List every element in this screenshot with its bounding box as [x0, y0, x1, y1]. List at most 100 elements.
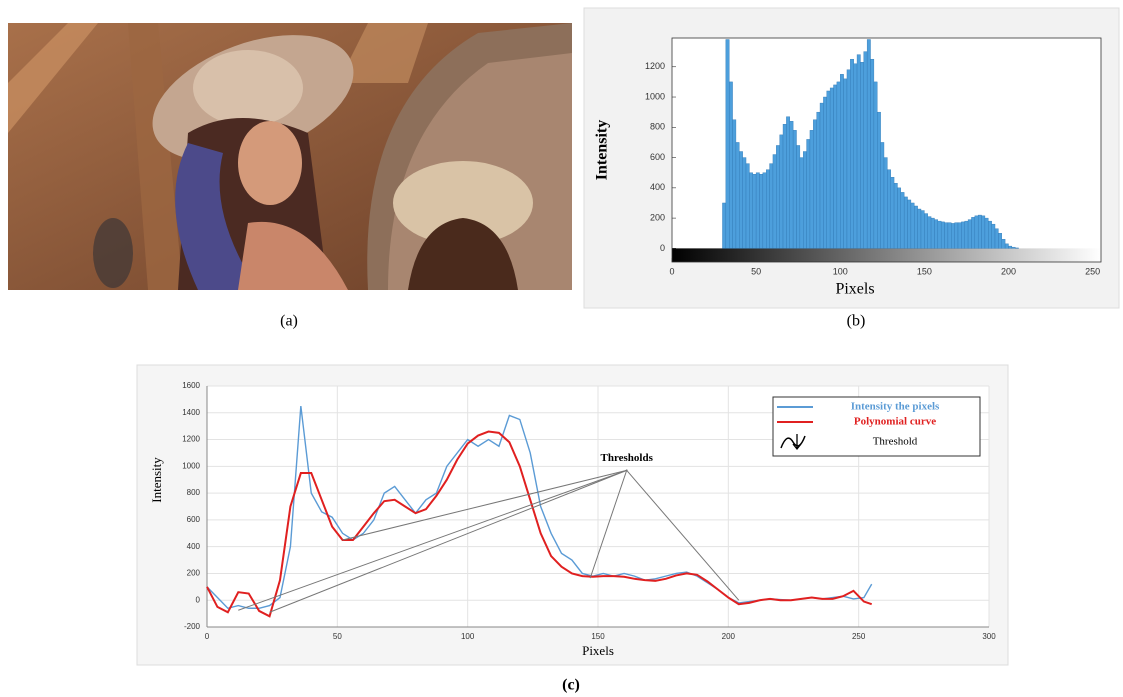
bar: [810, 130, 813, 248]
figure: (a) (b) (c) 0200400600800100012000501001…: [0, 0, 1123, 697]
bar: [948, 223, 951, 249]
x-tick-label: 150: [591, 632, 605, 641]
bar: [881, 142, 884, 248]
legend-label: Intensity the pixels: [851, 401, 940, 413]
bar: [891, 177, 894, 248]
y-tick-label: 1000: [182, 461, 200, 470]
x-tick-label: 100: [461, 632, 475, 641]
bar: [759, 174, 762, 248]
bar: [753, 174, 756, 248]
bar: [834, 85, 837, 248]
bar: [918, 209, 921, 248]
bar: [854, 64, 857, 249]
bar: [877, 112, 880, 248]
bar: [733, 120, 736, 249]
caption: (a): [280, 313, 298, 330]
bar: [887, 170, 890, 249]
y-tick-label: 800: [650, 122, 665, 132]
bar: [884, 158, 887, 249]
bar: [800, 158, 803, 249]
bar: [998, 233, 1001, 248]
bar: [961, 222, 964, 248]
bar: [894, 183, 897, 248]
bar: [904, 197, 907, 248]
bar: [955, 223, 958, 249]
bar: [749, 173, 752, 249]
bar: [793, 130, 796, 248]
bar: [766, 170, 769, 249]
bar: [763, 173, 766, 249]
bar: [722, 203, 725, 248]
y-tick-label: 0: [660, 243, 665, 253]
bar: [975, 216, 978, 249]
bar: [897, 188, 900, 249]
y-tick-label: 800: [187, 488, 201, 497]
legend-label: Polynomial curve: [854, 416, 936, 428]
bar: [938, 221, 941, 248]
bar: [780, 135, 783, 249]
bar: [729, 82, 732, 248]
bar: [736, 142, 739, 248]
bar: [823, 97, 826, 248]
bar: [911, 203, 914, 248]
x-tick-label: 0: [205, 632, 210, 641]
y-axis-label: Intensity: [594, 120, 611, 180]
y-tick-label: 400: [650, 182, 665, 192]
bar: [874, 82, 877, 248]
caption: (c): [562, 677, 580, 694]
bar: [871, 59, 874, 248]
bar: [901, 192, 904, 248]
bar: [860, 62, 863, 248]
bar: [773, 155, 776, 249]
gray-bar: [672, 248, 1101, 262]
bar: [746, 164, 749, 249]
caption: (b): [847, 313, 866, 330]
bar: [790, 121, 793, 248]
bar: [820, 103, 823, 248]
x-tick-label: 50: [333, 632, 342, 641]
bar: [1002, 239, 1005, 248]
x-tick-label: 150: [917, 266, 932, 276]
bar: [827, 91, 830, 248]
bar: [850, 59, 853, 248]
bar: [965, 221, 968, 248]
bar: [982, 216, 985, 249]
y-axis-label: Intensity: [149, 457, 164, 503]
bar: [844, 79, 847, 249]
bar: [813, 120, 816, 249]
y-tick-label: 200: [187, 569, 201, 578]
y-tick-label: 1000: [645, 91, 665, 101]
threshold-apex: [626, 469, 628, 471]
bar: [921, 211, 924, 249]
bar: [864, 52, 867, 249]
bar: [971, 217, 974, 248]
page: (a) (b) (c) 0200400600800100012000501001…: [0, 0, 1123, 697]
bar: [867, 40, 870, 249]
x-tick-label: 250: [1085, 266, 1100, 276]
bar: [803, 152, 806, 249]
y-tick-label: 0: [196, 595, 201, 604]
bar: [830, 88, 833, 248]
y-tick-label: 1200: [182, 435, 200, 444]
bar: [756, 173, 759, 249]
bar: [786, 117, 789, 249]
bar: [934, 220, 937, 249]
bar: [968, 220, 971, 249]
bar: [857, 55, 860, 249]
bar: [914, 206, 917, 248]
bar: [1012, 247, 1015, 248]
bar: [995, 229, 998, 249]
y-tick-label: 600: [187, 515, 201, 524]
bar: [978, 215, 981, 248]
bar: [988, 221, 991, 248]
bar: [796, 145, 799, 248]
y-tick-label: -200: [184, 622, 201, 631]
y-tick-label: 400: [187, 542, 201, 551]
bar: [908, 200, 911, 248]
bar: [1005, 244, 1008, 249]
y-tick-label: 1600: [182, 381, 200, 390]
bar: [985, 218, 988, 248]
x-tick-label: 200: [1001, 266, 1016, 276]
x-tick-label: 200: [722, 632, 736, 641]
x-tick-label: 100: [833, 266, 848, 276]
